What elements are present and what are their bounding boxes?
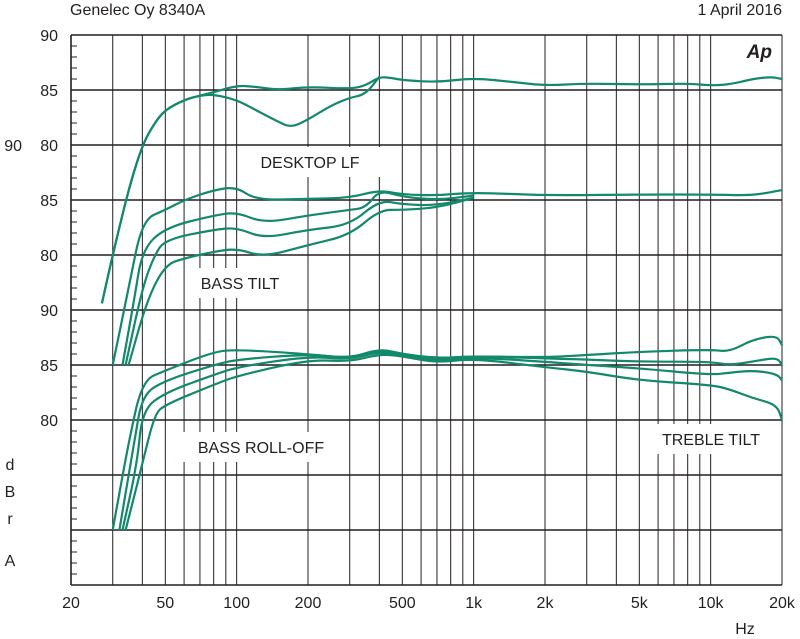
y-axis-label-letter: B: [5, 484, 16, 501]
series-line-roll-1: [118, 350, 783, 531]
annotation-background: [185, 268, 295, 298]
grid: [70, 34, 783, 586]
series-line-roll-2: [121, 351, 783, 531]
y-axis-label-letter: r: [7, 511, 13, 528]
series-line-desktop: [100, 76, 381, 304]
ap-logo: Ap: [746, 42, 772, 63]
x-tick-label: 500: [389, 595, 416, 612]
x-tick-label: 20k: [769, 595, 796, 612]
annotation-background: [176, 432, 346, 462]
series-line-tilt-2: [124, 196, 474, 366]
panel-annotation: TREBLE TILT: [662, 432, 760, 449]
y-tick-label: 90: [4, 138, 22, 155]
series-line-roll-3: [124, 353, 784, 531]
series-line-tilt-0: [111, 187, 783, 366]
x-tick-label: 5k: [631, 595, 649, 612]
chart-title: Genelec Oy 8340A: [70, 2, 206, 19]
y-axis-label-letter: d: [6, 457, 15, 474]
x-tick-label: 50: [156, 595, 174, 612]
x-tick-label: 10k: [698, 595, 725, 612]
y-tick-label: 80: [40, 413, 58, 430]
curves: [100, 76, 784, 531]
y-tick-label: 80: [40, 248, 58, 265]
annotations: DESKTOP LF BASS TILT BASS ROLL-OFF TREBLE T…: [176, 147, 781, 462]
y-axis-label-letter: A: [5, 553, 16, 570]
y-tick-label: 85: [40, 193, 58, 210]
panel-annotation: DESKTOP LF: [261, 155, 360, 172]
chart-date: 1 April 2016: [697, 2, 782, 19]
x-axis-label: Hz: [735, 621, 755, 638]
x-tick-label: 2k: [537, 595, 555, 612]
x-tick-label: 200: [295, 595, 322, 612]
x-tick-label: 100: [223, 595, 250, 612]
y-tick-label: 90: [40, 303, 58, 320]
y-tick-label: 85: [40, 83, 58, 100]
y-tick-label: 90: [40, 28, 58, 45]
series-line-tilt-3: [127, 196, 474, 366]
axes: 20 50 100 200 500 1k 2k 5k 10k 20k Hz 90 85 80 90 85 80 9…: [4, 28, 796, 638]
x-tick-label: 20: [62, 595, 80, 612]
annotation-background: [240, 147, 380, 177]
y-tick-label: 85: [40, 358, 58, 375]
series-line-tilt-1: [121, 191, 474, 366]
x-tick-label: 1k: [465, 595, 483, 612]
panel-annotation: BASS TILT: [201, 276, 280, 293]
y-tick-label: 80: [40, 138, 58, 155]
annotation-background: [641, 424, 781, 454]
panel-annotation: BASS ROLL-OFF: [198, 440, 324, 457]
